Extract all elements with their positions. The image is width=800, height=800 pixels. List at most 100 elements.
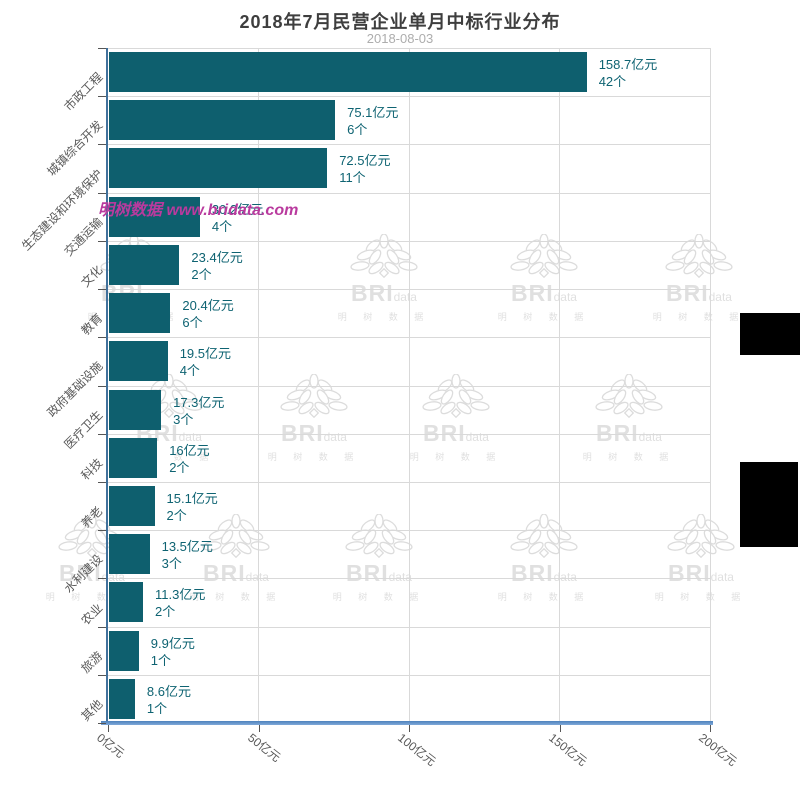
row-separator: [108, 433, 710, 435]
category-label: 生态建设和环境保护: [19, 166, 106, 253]
bar-value-label: 13.5亿元 3个: [162, 538, 213, 572]
y-axis-tick: [98, 48, 106, 49]
brand-watermark-name: BRIdata: [666, 280, 732, 306]
y-axis-tick: [98, 240, 106, 242]
bar: [109, 678, 135, 719]
brand-watermark-cn: 明 树 数 据: [189, 592, 283, 602]
bar-amount-text: 20.4亿元: [182, 298, 234, 314]
site-watermark-text: 明树数据 www.bridata.com: [98, 202, 299, 219]
brand-watermark-cn: 明 树 数 据: [652, 312, 746, 322]
row-separator: [108, 96, 710, 98]
x-tick-label: 100亿元: [395, 730, 439, 769]
brand-watermark-name: BRIdata: [596, 420, 662, 446]
bar: [109, 148, 328, 189]
bar: [109, 485, 155, 526]
bar: [109, 293, 171, 334]
y-axis-tick: [98, 144, 106, 146]
bar-count-text: 2个: [191, 266, 212, 282]
row-separator: [108, 144, 710, 146]
bar-count-text: 11个: [339, 170, 366, 186]
y-axis-tick: [98, 481, 106, 483]
bar-value-label: 16亿元 2个: [169, 442, 209, 476]
bar-amount-text: 16亿元: [169, 442, 210, 458]
bar: [109, 437, 158, 478]
y-axis-tick: [98, 96, 106, 98]
bar-amount-text: 17.3亿元: [173, 394, 225, 410]
bar-value-label: 75.1亿元 6个: [347, 104, 398, 138]
y-axis-tick: [98, 578, 106, 580]
brand-watermark-logo: BRIdata 明 树 数 据: [188, 513, 284, 603]
y-axis-tick: [98, 385, 106, 387]
row-separator: [108, 337, 710, 339]
row-separator: [108, 240, 710, 242]
bar: [109, 389, 162, 430]
bar-amount-text: 15.1亿元: [166, 490, 218, 506]
bar-count-text: 1个: [146, 700, 168, 716]
redacted-box: [740, 462, 798, 547]
bar: [109, 582, 143, 623]
bar-amount-text: 75.1亿元: [347, 105, 399, 121]
tree-leaves-icon: [345, 513, 413, 559]
category-label: 市政工程: [61, 69, 106, 114]
bar-value-label: 8.6亿元 1个: [147, 683, 191, 717]
bar-value-label: 23.4亿元 2个: [191, 249, 242, 283]
bar-amount-text: 158.7亿元: [598, 57, 658, 72]
x-tick-label: 200亿元: [696, 730, 740, 769]
brand-watermark-cn: 明 树 数 据: [409, 452, 503, 462]
y-axis-tick: [98, 433, 106, 435]
bar-amount-text: 19.5亿元: [179, 346, 231, 362]
category-label: 水利建设: [61, 552, 106, 597]
bar-amount-text: 8.6亿元: [146, 683, 191, 699]
bar-value-label: 11.3亿元 2个: [155, 586, 205, 620]
bar-count-text: 2个: [155, 604, 176, 620]
bar-count-text: 6个: [182, 315, 203, 331]
y-axis-tick: [98, 337, 106, 339]
brand-watermark-cn: 明 树 数 据: [497, 312, 591, 322]
category-label: 交通运输: [61, 214, 106, 259]
bar-amount-text: 23.4亿元: [191, 249, 243, 265]
row-separator: [108, 674, 710, 676]
bar: [109, 534, 150, 575]
x-axis-labels: 0亿元 50亿元 100亿元 150亿元 200亿元: [0, 729, 800, 799]
x-axis-tick: [258, 725, 260, 732]
bar-count-text: 3个: [173, 411, 194, 427]
category-label: 医疗卫生: [61, 407, 106, 452]
bar-value-label: 20.4亿元 6个: [182, 297, 233, 331]
row-separator: [108, 626, 710, 628]
bar: [109, 100, 336, 141]
bar: [109, 196, 200, 237]
bar-count-text: 4个: [211, 218, 233, 234]
bar-value-label: 158.7亿元 42个: [599, 56, 658, 90]
bar: [109, 244, 180, 285]
row-separator: [108, 481, 710, 483]
bar-count-text: 3个: [161, 556, 182, 572]
brand-watermark-cn: 明 树 数 据: [332, 592, 426, 602]
brand-watermark-cn: 明 树 数 据: [45, 592, 139, 602]
y-axis-labels: 市政工程 城镇综合开发 生态建设和环境保护 交通运输 文化 教育 政府基础设施 医疗卫生 科技养…: [0, 48, 105, 724]
row-separator: [108, 192, 710, 194]
row-separator: [108, 578, 710, 580]
bar-value-label: 30.2亿元 4个: [212, 201, 263, 235]
bar: [109, 341, 168, 382]
row-separator: [108, 48, 710, 49]
bar-amount-text: 72.5亿元: [339, 153, 391, 169]
row-separator: [108, 530, 710, 532]
bar-count-text: 1个: [150, 652, 172, 668]
bar-value-label: 15.1亿元 2个: [167, 490, 218, 524]
x-tick-label: 150亿元: [545, 730, 589, 769]
bar-count-text: 2个: [169, 459, 190, 475]
brand-watermark-cn: 明 树 数 据: [654, 592, 748, 602]
bar-value-label: 72.5亿元 11个: [339, 152, 390, 186]
bar-value-label: 17.3亿元 3个: [173, 394, 224, 428]
chart-title: 2018年7月民营企业单月中标行业分布: [239, 12, 561, 32]
plot-area: 158.7亿元 42个 75.1亿元 6个 72.5亿元 11个 30.2亿元 4个 23.4亿…: [108, 48, 711, 723]
bar-amount-text: 11.3亿元: [155, 587, 206, 603]
x-tick-label: 50亿元: [244, 730, 283, 765]
y-axis-tick: [98, 192, 106, 194]
y-axis-tick: [98, 289, 106, 291]
brand-watermark-logo: BRIdata 明 树 数 据: [266, 373, 362, 463]
brand-watermark-name: BRIdata: [351, 280, 417, 306]
bar-count-text: 6个: [347, 122, 368, 138]
brand-watermark-cn: 明 树 数 据: [267, 452, 361, 462]
